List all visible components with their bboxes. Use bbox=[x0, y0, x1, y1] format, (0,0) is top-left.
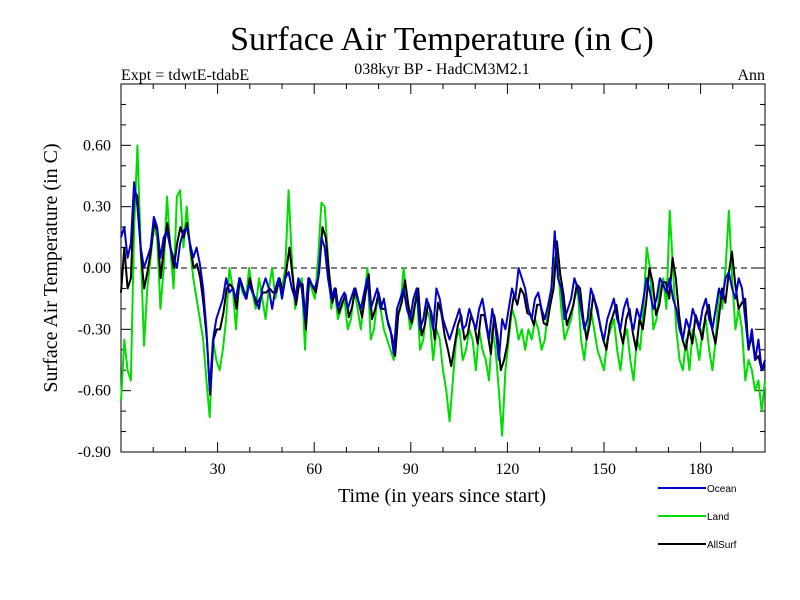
x-tick-label: 180 bbox=[689, 461, 713, 478]
season-label: Ann bbox=[737, 67, 765, 84]
chart-subtitle: 038kyr BP - HadCM3M2.1 bbox=[354, 61, 529, 78]
series-group bbox=[120, 144, 766, 437]
legend-label-ocean: Ocean bbox=[707, 484, 736, 495]
x-axis-label: Time (in years since start) bbox=[338, 485, 546, 507]
experiment-label: Expt = tdwtE-tdabE bbox=[121, 67, 249, 84]
y-tick-label: -0.90 bbox=[78, 444, 111, 461]
y-tick-label: -0.60 bbox=[78, 383, 111, 400]
x-tick-label: 60 bbox=[306, 461, 322, 478]
y-tick-label: 0.60 bbox=[83, 137, 111, 154]
y-tick-label: 0.00 bbox=[83, 260, 111, 277]
y-tick-label: -0.30 bbox=[78, 321, 111, 338]
series-line-ocean bbox=[120, 181, 766, 392]
legend: Ocean Land AllSurf bbox=[658, 484, 737, 551]
x-tick-label: 120 bbox=[495, 461, 519, 478]
x-axis: 30 60 90 120 150 180 bbox=[120, 84, 766, 478]
x-tick-label: 30 bbox=[210, 461, 226, 478]
y-tick-label: 0.30 bbox=[83, 199, 111, 216]
y-axis-label: Surface Air Temperature (in C) bbox=[40, 143, 62, 392]
legend-label-allsurf: AllSurf bbox=[707, 540, 737, 551]
legend-label-land: Land bbox=[707, 512, 729, 523]
chart-title: Surface Air Temperature (in C) bbox=[230, 21, 654, 58]
x-tick-label: 90 bbox=[403, 461, 419, 478]
x-tick-label: 150 bbox=[592, 461, 616, 478]
